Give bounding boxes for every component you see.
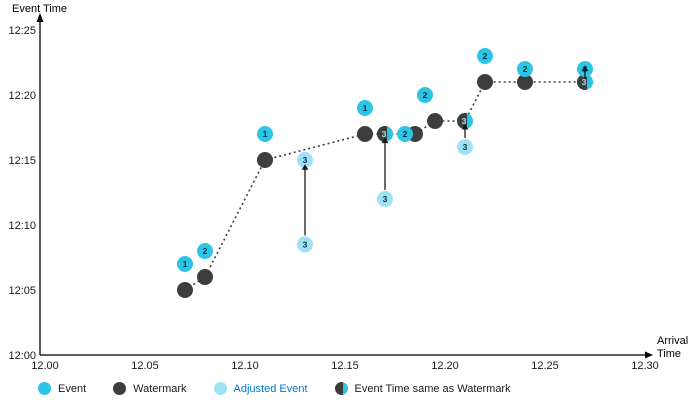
adjusted-event-marker <box>377 191 393 207</box>
chart-canvas: Event Time Arrival Time 12:0012:0512:101… <box>8 3 688 372</box>
adjustment-arrowhead-icon <box>461 123 469 130</box>
event-marker-label: 3 <box>583 64 588 74</box>
event-marker-label: 1 <box>363 103 368 113</box>
chart-plot-area: 12:00 12:05 12:10 12:15 12:20 12:25 12.00 12.05… <box>8 25 658 372</box>
legend-label-watermark: Watermark <box>133 382 187 395</box>
event-marker <box>397 126 413 142</box>
adjusted-event-marker-label: 3 <box>383 194 388 204</box>
x-tick-label: 12.25 <box>531 360 559 372</box>
same-as-watermark-marker-label: 3 <box>462 116 467 126</box>
event-marker <box>257 126 273 142</box>
adjustment-arrowhead-icon <box>301 164 309 170</box>
same-as-watermark-swatch-icon <box>334 382 348 395</box>
legend-label-event: Event <box>58 382 87 395</box>
same-as-watermark-marker <box>457 113 473 129</box>
adjusted-event-marker <box>297 236 313 253</box>
x-tick-label: 12.30 <box>631 360 659 372</box>
event-marker <box>197 243 213 259</box>
event-marker-label: 1 <box>183 259 188 269</box>
y-tick-label: 12:20 <box>8 90 36 102</box>
event-marker-label: 2 <box>523 64 528 74</box>
y-tick-label: 12:10 <box>8 220 36 232</box>
event-marker-label: 2 <box>483 51 488 61</box>
same-as-watermark-marker <box>577 74 593 90</box>
same-as-watermark-marker-label: 3 <box>582 77 587 87</box>
y-axis <box>36 13 44 355</box>
watermark-line <box>184 81 585 291</box>
adjustment-arrowhead-icon <box>581 65 589 71</box>
event-marker-label: 2 <box>203 246 208 256</box>
x-tick-label: 12.20 <box>431 360 459 372</box>
same-as-watermark-marker-label: 3 <box>382 129 387 139</box>
x-axis-title-line1: Arrival <box>657 335 688 347</box>
adjusted-event-marker-label: 3 <box>303 240 308 250</box>
adjustment-arrowhead-icon <box>381 137 389 144</box>
watermark-swatch-icon <box>113 382 127 395</box>
x-tick-label: 12.10 <box>231 360 259 372</box>
x-tick-label: 12.00 <box>31 360 59 372</box>
adjusted-event-marker-label: 3 <box>303 155 308 165</box>
y-axis-title: Event Time <box>12 3 67 15</box>
watermark-marker <box>177 282 193 298</box>
event-marker-label: 2 <box>403 129 408 139</box>
adjusted-event-marker <box>457 139 473 155</box>
x-tick-label: 12.15 <box>331 360 359 372</box>
event-marker-label: 2 <box>423 90 428 100</box>
event-marker <box>357 100 373 116</box>
adjusted-event-swatch-icon <box>213 382 227 395</box>
legend-item-same-as-watermark: Event Time same as Watermark <box>334 382 511 395</box>
chart-legend: Event Watermark Adjusted Event Event Tim… <box>38 382 511 395</box>
legend-label-adjusted-event: Adjusted Event <box>233 382 308 395</box>
x-axis-title-line2: Time <box>657 348 681 360</box>
event-swatch-icon <box>38 382 51 395</box>
watermark-marker <box>427 113 443 129</box>
legend-label-same-as-watermark: Event Time same as Watermark <box>354 382 511 395</box>
x-axis-arrow-icon <box>645 351 653 359</box>
adjusted-event-marker <box>297 152 313 168</box>
y-tick-label: 12:25 <box>8 25 36 37</box>
event-marker <box>177 256 193 272</box>
legend-item-watermark: Watermark <box>113 382 187 395</box>
event-marker-label: 1 <box>263 129 268 139</box>
adjusted-event-marker-label: 3 <box>463 142 468 152</box>
y-tick-label: 12:00 <box>8 350 36 362</box>
y-tick-label: 12:15 <box>8 155 36 167</box>
y-tick-label: 12:05 <box>8 285 36 297</box>
x-axis <box>40 351 653 359</box>
watermark-marker <box>477 74 493 90</box>
watermark-marker <box>517 74 533 90</box>
watermark-marker <box>357 126 373 142</box>
same-as-watermark-marker <box>377 126 393 142</box>
event-marker <box>477 48 493 64</box>
y-axis-arrow-icon <box>36 13 44 22</box>
x-tick-label: 12.05 <box>131 360 159 372</box>
legend-item-event: Event <box>38 382 86 395</box>
legend-item-adjusted-event: Adjusted Event <box>213 382 308 395</box>
watermark-marker <box>257 152 273 168</box>
event-marker <box>417 87 433 103</box>
event-marker <box>517 61 533 77</box>
watermark-marker <box>197 269 213 285</box>
